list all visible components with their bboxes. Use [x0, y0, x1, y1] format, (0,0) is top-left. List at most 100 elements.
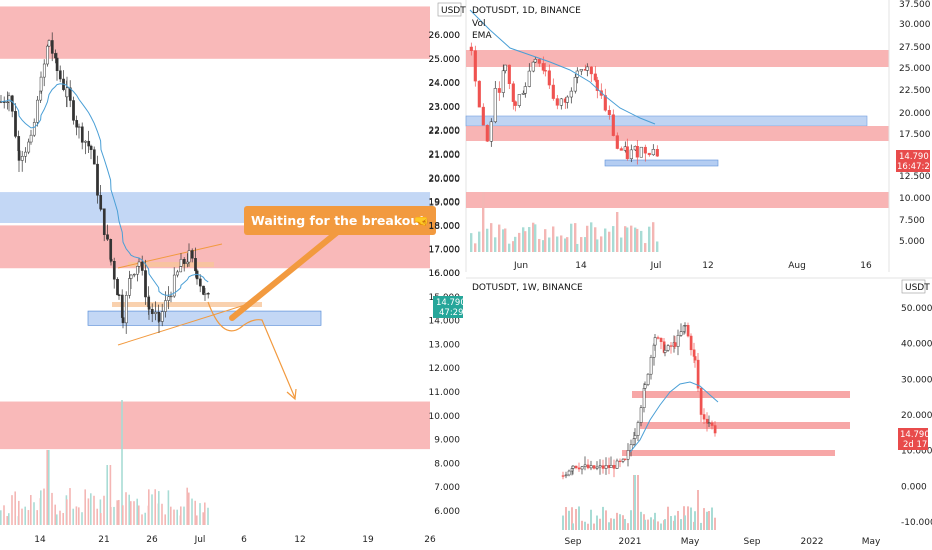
weekly-y-tick: -10.000 — [901, 518, 932, 528]
callout-arrow-line — [229, 227, 343, 321]
main-zone-resistance — [0, 401, 430, 450]
main-y-tick: 19.000 — [429, 198, 461, 208]
main-volume-bar — [122, 505, 124, 525]
main-candle — [112, 261, 116, 280]
main-candle — [164, 300, 167, 312]
main-candle — [147, 306, 151, 310]
weekly-volume-bar — [584, 521, 586, 530]
weekly-volume-bar — [605, 510, 607, 530]
weekly-candle — [666, 345, 670, 351]
callout-box: Waiting for the breakout 🤜 — [244, 206, 436, 235]
daily-volume-bar — [620, 237, 623, 252]
weekly-volume-bar — [697, 490, 699, 530]
weekly-quote-label: USDT — [905, 283, 930, 293]
weekly-y-tick: 0.000 — [901, 482, 927, 492]
weekly-volume-bar — [660, 523, 662, 530]
daily-volume-bar — [600, 236, 603, 252]
main-candle — [190, 250, 194, 259]
daily-resistance-zone-mid — [466, 126, 889, 141]
daily-ema-label: EMA — [472, 31, 492, 41]
weekly-candles — [561, 322, 717, 480]
weekly-candle — [612, 464, 616, 469]
daily-volume-bar — [478, 231, 481, 252]
main-candle — [106, 234, 109, 240]
main-candle — [203, 293, 207, 295]
main-volume-bar — [109, 465, 112, 525]
main-volume-bar — [100, 513, 102, 525]
main-volume-bar — [170, 506, 172, 525]
main-volume-bar — [75, 506, 78, 525]
daily-y-tick-left: 25.000 — [429, 55, 461, 65]
daily-y-axis-right: 37.500 30.000 27.500 25.000 22.500 20.000 17.5… — [888, 0, 931, 272]
main-candle — [7, 95, 11, 103]
main-candle — [179, 266, 183, 273]
weekly-candle — [604, 465, 608, 469]
weekly-x-tick: 2021 — [619, 537, 642, 547]
main-y-tick: 6.000 — [434, 507, 460, 517]
weekly-volume-bar — [703, 508, 705, 530]
weekly-candle — [571, 465, 575, 469]
main-volume-bar — [183, 506, 185, 525]
daily-y-tick-left: 16.000 — [429, 269, 461, 279]
main-volume-bar — [173, 509, 175, 525]
main-candle — [109, 238, 113, 260]
weekly-candle — [615, 460, 619, 469]
main-y-tick: 14.000 — [429, 317, 461, 327]
weekly-candle — [626, 450, 630, 460]
projection-path — [207, 301, 296, 399]
main-y-axis: 26.000 25.000 24.000 23.000 22.000 21.000 20.0… — [429, 31, 461, 517]
daily-volume-bar — [630, 225, 633, 252]
main-y-tick: 11.000 — [429, 388, 461, 398]
main-volume-bar — [59, 510, 61, 525]
main-candle — [36, 99, 39, 123]
main-candle — [75, 120, 79, 128]
main-candle — [179, 259, 183, 267]
daily-volume-bar — [474, 243, 477, 252]
weekly-candle — [656, 337, 660, 339]
daily-candle — [651, 149, 655, 156]
weekly-price-countdown: 2d 17h — [903, 440, 932, 450]
weekly-volume-bar — [590, 509, 592, 530]
weekly-volume-bar — [640, 511, 642, 530]
weekly-candle — [643, 384, 647, 389]
main-ema-line — [0, 83, 209, 296]
main-x-tick: 19 — [362, 535, 374, 545]
weekly-volume-bar — [654, 512, 656, 530]
main-volume-bar — [78, 507, 80, 525]
daily-header: USDT DOTUSDT, 1D, BINANCE Vol EMA — [437, 2, 581, 41]
main-volume-bar — [188, 492, 190, 525]
daily-volume-bar — [544, 229, 547, 252]
daily-volume-bar — [608, 231, 611, 252]
weekly-resistance-zone-high — [632, 391, 850, 398]
main-x-tick: 6 — [241, 535, 247, 545]
daily-candle — [639, 146, 643, 158]
daily-candle — [543, 70, 547, 72]
daily-candle — [547, 70, 551, 86]
daily-candle — [589, 66, 593, 75]
daily-volume-bar — [560, 235, 563, 252]
main-candle — [169, 295, 173, 298]
weekly-volume-bar — [562, 515, 564, 530]
main-volume-bar — [56, 514, 58, 525]
main-volume-bar — [176, 509, 178, 525]
daily-candle — [555, 98, 559, 106]
main-candle — [2, 101, 6, 103]
main-volume-bar — [69, 488, 71, 525]
weekly-volume-bar — [568, 510, 570, 530]
main-x-tick: 26 — [424, 535, 436, 545]
daily-volume-bar — [522, 227, 525, 252]
weekly-volume-bar — [630, 510, 632, 530]
daily-candle — [611, 114, 615, 136]
weekly-chart-panel: DOTUSDT, 1W, BINANCE USDT 50.000 40.000 30… — [466, 277, 932, 547]
daily-x-tick: 12 — [702, 261, 713, 271]
daily-quote-label: USDT — [441, 6, 466, 16]
weekly-candle — [583, 464, 587, 467]
weekly-resistance-zone-low — [622, 450, 835, 456]
weekly-candle — [713, 425, 717, 434]
weekly-volume-bar — [711, 507, 713, 530]
daily-volume-bar — [552, 226, 555, 252]
main-volume-bar — [21, 508, 23, 525]
main-volume-bar — [180, 506, 182, 525]
main-candle — [172, 274, 176, 297]
weekly-volume-bar — [637, 475, 639, 530]
